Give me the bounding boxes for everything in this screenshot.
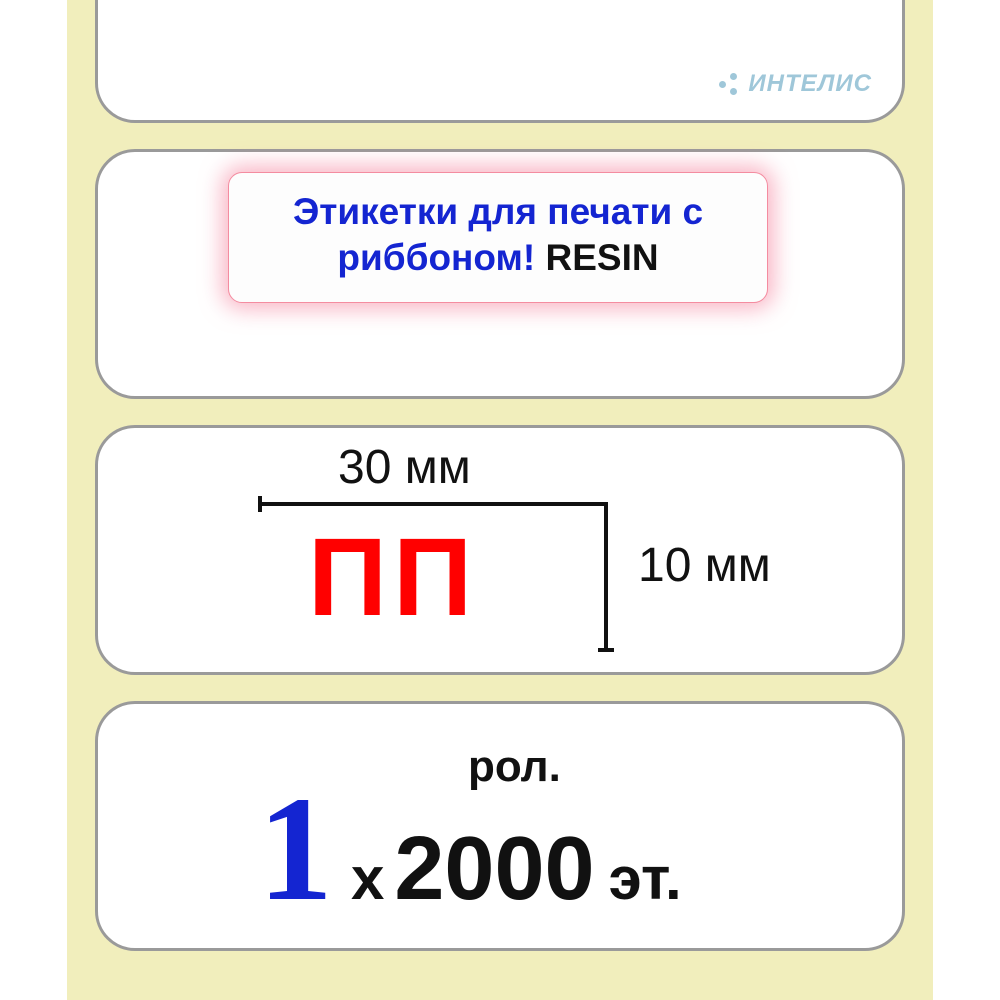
label-panel-top: ИНТЕЛИС: [95, 0, 905, 123]
callout-line2: риббоном! RESIN: [253, 235, 743, 281]
label-panel-dimensions: 30 мм 10 мм ПП: [95, 425, 905, 675]
rolls-count: 1: [258, 774, 333, 924]
quantity-line: 1 x 2000 эт.: [258, 774, 682, 924]
dimension-width-label: 30 мм: [338, 440, 471, 495]
dimension-width-line: [258, 502, 608, 506]
label-panel-quantity: рол. 1 x 2000 эт.: [95, 701, 905, 951]
brand-icon: [716, 71, 742, 97]
callout-line2-black: RESIN: [546, 237, 659, 278]
dimension-height-line: [604, 502, 608, 652]
labels-unit: эт.: [609, 844, 682, 913]
brand-text: ИНТЕЛИС: [748, 70, 872, 98]
brand-logo: ИНТЕЛИС: [716, 70, 872, 98]
label-panel-callout: Этикетки для печати с риббоном! RESIN: [95, 149, 905, 399]
dimension-diagram: 30 мм 10 мм ПП: [98, 428, 902, 672]
material-code: ПП: [308, 523, 478, 633]
dimension-height-tick: [598, 648, 614, 652]
ribbon-callout: Этикетки для печати с риббоном! RESIN: [228, 172, 768, 303]
dimension-width-tick: [258, 496, 262, 512]
multiply-sign: x: [351, 844, 384, 913]
callout-line2-blue: риббоном!: [337, 237, 545, 278]
dimension-height-label: 10 мм: [638, 538, 771, 593]
labels-count: 2000: [394, 818, 594, 921]
callout-line1: Этикетки для печати с: [253, 189, 743, 235]
quantity-info: рол. 1 x 2000 эт.: [98, 704, 902, 948]
